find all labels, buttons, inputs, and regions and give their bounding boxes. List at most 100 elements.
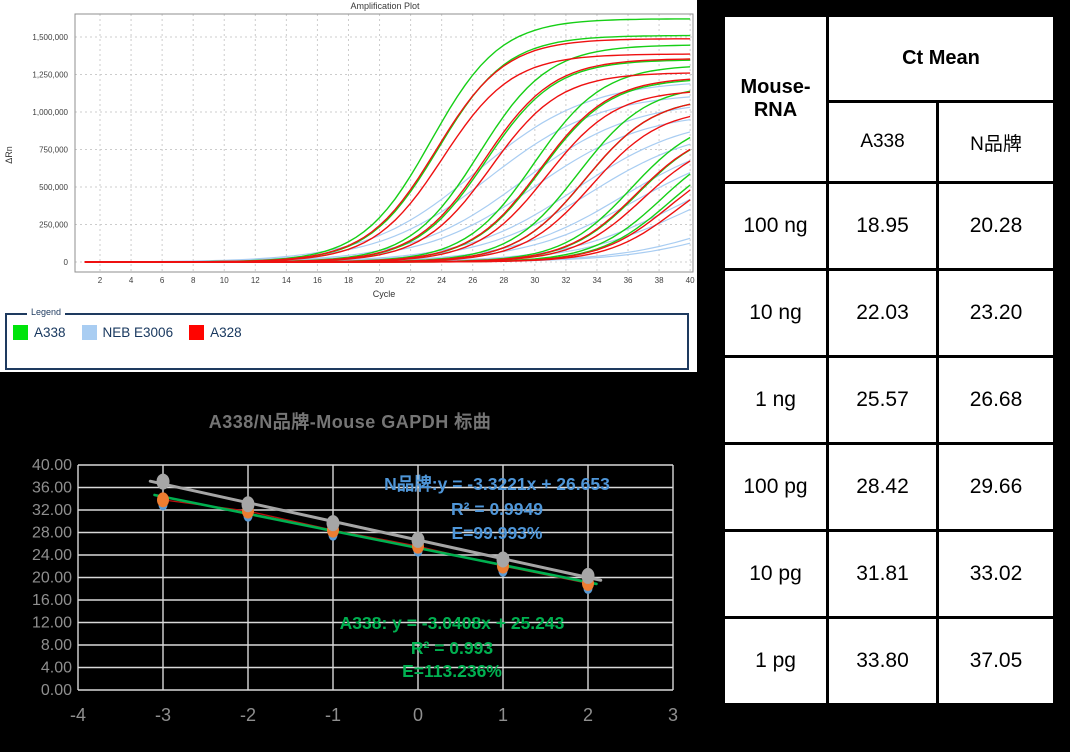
svg-text:10: 10 [220, 276, 229, 285]
n-brand-marker [496, 551, 510, 568]
legend-item-a328: A328 [189, 325, 242, 340]
svg-text:22: 22 [406, 276, 415, 285]
amp-legend-caption: Legend [27, 307, 66, 317]
svg-text:A338: y = -3.0408x + 25.243: A338: y = -3.0408x + 25.243 [340, 613, 565, 633]
a338-marker [157, 492, 169, 508]
svg-text:6: 6 [160, 276, 165, 285]
ct-value-n-brand: 23.20 [936, 268, 1056, 358]
table-row-10pg: 10 pg 31.81 33.02 [722, 529, 1056, 619]
amplification-plot-canvas: 2 4 6 8 10 12 14 16 18 20 22 24 26 28 30 32 34 36 38 400250… [4, 13, 695, 299]
ct-value-n-brand: 29.66 [936, 442, 1056, 532]
svg-text:34: 34 [593, 276, 602, 285]
svg-text:E=99.993%: E=99.993% [452, 523, 543, 543]
svg-text:R² = 0.9949: R² = 0.9949 [451, 499, 543, 519]
svg-text:36: 36 [624, 276, 633, 285]
svg-text:26: 26 [468, 276, 477, 285]
svg-text:12: 12 [251, 276, 260, 285]
table-ct-mean-header: Ct Mean [826, 14, 1056, 103]
svg-text:1,000,000: 1,000,000 [32, 108, 68, 117]
amp-plot-title: Amplification Plot [350, 1, 420, 11]
svg-text:2: 2 [583, 705, 593, 725]
svg-text:-3: -3 [155, 705, 171, 725]
svg-text:4: 4 [129, 276, 134, 285]
svg-text:40: 40 [686, 276, 695, 285]
ct-value-n-brand: 37.05 [936, 616, 1056, 706]
a328-color-swatch [189, 325, 205, 340]
row-label: 1 pg [722, 616, 829, 706]
table-row-100pg: 100 pg 28.42 29.66 [722, 442, 1056, 532]
svg-text:16: 16 [313, 276, 322, 285]
legend-item-neb-e3006: NEB E3006 [81, 325, 174, 340]
svg-text:E=113.236%: E=113.236% [402, 661, 502, 681]
svg-text:30: 30 [530, 276, 539, 285]
svg-text:-1: -1 [325, 705, 341, 725]
row-label: 10 ng [722, 268, 829, 358]
svg-text:24: 24 [437, 276, 446, 285]
ct-value-a338: 31.81 [826, 529, 939, 619]
svg-text:28: 28 [499, 276, 508, 285]
svg-text:-4: -4 [70, 705, 86, 725]
amp-legend-items: A338 NEB E3006 A328 [7, 315, 687, 340]
amp-tick-labels: 2 4 6 8 10 12 14 16 18 20 22 24 26 28 30 32 34 36 38 400250… [32, 33, 695, 285]
legend-label-a328: A328 [210, 325, 242, 340]
svg-text:3: 3 [668, 705, 678, 725]
svg-text:R² = 0.993: R² = 0.993 [411, 638, 493, 658]
std-tick-labels: -4 -3 -2 -1 0 1 2 3 0.00 4.00 8.00 12.00 16.00 20.00 2… [32, 457, 678, 725]
legend-label-neb-e3006: NEB E3006 [102, 325, 174, 340]
amp-legend: Legend A338 NEB E3006 A328 [5, 307, 689, 370]
ct-value-a338: 22.03 [826, 268, 939, 358]
svg-text:750,000: 750,000 [39, 146, 68, 155]
svg-text:N品牌:y = -3.3221x + 26.653: N品牌:y = -3.3221x + 26.653 [384, 474, 610, 494]
svg-text:4.00: 4.00 [41, 660, 72, 677]
neb-e3006-color-swatch [81, 325, 97, 340]
n-brand-marker [581, 567, 595, 584]
ct-value-a338: 25.57 [826, 355, 939, 445]
amp-curves [84, 18, 691, 263]
a338-trendline [153, 493, 598, 586]
standard-curve-canvas: -4 -3 -2 -1 0 1 2 3 0.00 4.00 8.00 12.00 16.00 20.00 2… [32, 457, 678, 725]
ct-value-a338: 18.95 [826, 181, 939, 271]
ct-value-n-brand: 33.02 [936, 529, 1056, 619]
table-row-1pg: 1 pg 33.80 37.05 [722, 616, 1056, 706]
svg-text:32.00: 32.00 [32, 502, 72, 519]
svg-text:28.00: 28.00 [32, 525, 72, 542]
n-brand-marker [326, 515, 340, 532]
n-brand-marker [411, 531, 425, 548]
svg-text:2: 2 [98, 276, 103, 285]
svg-text:1,500,000: 1,500,000 [32, 33, 68, 42]
n-brand-trendline [148, 479, 603, 582]
std-gridlines [77, 464, 674, 691]
svg-text:20: 20 [375, 276, 384, 285]
table-row-10ng: 10 ng 22.03 23.20 [722, 268, 1056, 358]
table-row-1ng: 1 ng 25.57 26.68 [722, 355, 1056, 445]
ct-value-n-brand: 20.28 [936, 181, 1056, 271]
svg-text:40.00: 40.00 [32, 457, 72, 474]
svg-text:24.00: 24.00 [32, 547, 72, 564]
table-col-header-n-brand: N品牌 [936, 100, 1056, 184]
svg-text:500,000: 500,000 [39, 183, 68, 192]
svg-text:14: 14 [282, 276, 291, 285]
svg-text:0: 0 [413, 705, 423, 725]
n-brand-marker [241, 496, 255, 513]
amp-xlabel: Cycle [373, 289, 396, 299]
ct-value-n-brand: 26.68 [936, 355, 1056, 445]
row-label: 1 ng [722, 355, 829, 445]
svg-text:18: 18 [344, 276, 353, 285]
amplification-plot-panel: 2 4 6 8 10 12 14 16 18 20 22 24 26 28 30 32 34 36 38 40 0 250… [0, 0, 697, 372]
standard-curve-panel: A338/N品牌-Mouse GAPDH 标曲 -4 -3 -2 -1 0 1 2 3 0.00… [0, 372, 710, 752]
svg-text:32: 32 [561, 276, 570, 285]
amp-ylabel: ΔRn [4, 146, 14, 164]
ct-value-a338: 33.80 [826, 616, 939, 706]
svg-text:16.00: 16.00 [32, 592, 72, 609]
n-brand-equation: N品牌:y = -3.3221x + 26.653 R² = 0.9949 E=99… [384, 474, 610, 543]
svg-text:8.00: 8.00 [41, 637, 72, 654]
svg-text:12.00: 12.00 [32, 615, 72, 632]
ct-mean-table: Mouse-RNA Ct Mean A338 N品牌 100 ng 18.95 … [722, 14, 1056, 706]
ct-value-a338: 28.42 [826, 442, 939, 532]
svg-text:36.00: 36.00 [32, 480, 72, 497]
std-series [148, 473, 603, 594]
std-curve-title: A338/N品牌-Mouse GAPDH 标曲 [208, 412, 492, 432]
table-col-header-a338: A338 [826, 100, 939, 184]
table-row-100ng: 100 ng 18.95 20.28 [722, 181, 1056, 271]
